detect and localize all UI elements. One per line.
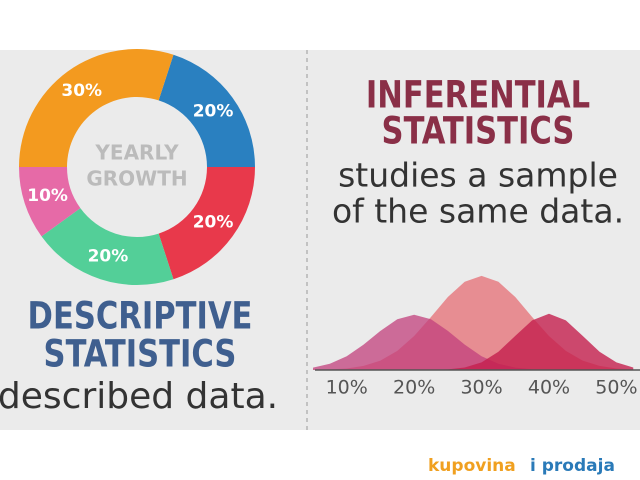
title: DESCRIPTIVE xyxy=(28,295,253,338)
slice xyxy=(158,54,255,167)
slice xyxy=(19,48,174,167)
slice-label: 20% xyxy=(193,102,234,122)
slice xyxy=(158,167,255,280)
watermark: i prodaja xyxy=(530,456,615,476)
inferential-panel: INFERENTIAL STATISTICS studies a sample … xyxy=(332,74,624,231)
title: INFERENTIAL xyxy=(366,74,590,117)
x-tick-label: 40% xyxy=(528,377,570,399)
slice-label: 20% xyxy=(88,246,129,266)
x-tick-label: 30% xyxy=(460,377,502,399)
watermark: kupovina xyxy=(428,456,516,476)
subtitle: described data. xyxy=(0,376,278,417)
descriptive-panel: YEARLY GROWTH DESCRIPTIVE STATISTICS des… xyxy=(0,141,278,418)
center-label: GROWTH xyxy=(86,167,187,191)
slice-label: 30% xyxy=(61,81,102,101)
x-tick-label: 20% xyxy=(393,377,435,399)
slice xyxy=(41,208,174,285)
density-area xyxy=(313,314,634,370)
slice-label: 10% xyxy=(27,186,68,206)
slice xyxy=(19,167,81,237)
title: STATISTICS xyxy=(44,333,237,376)
title: STATISTICS xyxy=(382,110,575,153)
density-area xyxy=(313,313,634,370)
subtitle: studies a sample xyxy=(338,156,618,195)
x-tick-label: 50% xyxy=(595,377,637,399)
center-label: YEARLY xyxy=(94,141,179,165)
slice-label: 20% xyxy=(193,212,234,232)
subtitle: of the same data. xyxy=(332,192,624,231)
x-tick-label: 10% xyxy=(326,377,368,399)
